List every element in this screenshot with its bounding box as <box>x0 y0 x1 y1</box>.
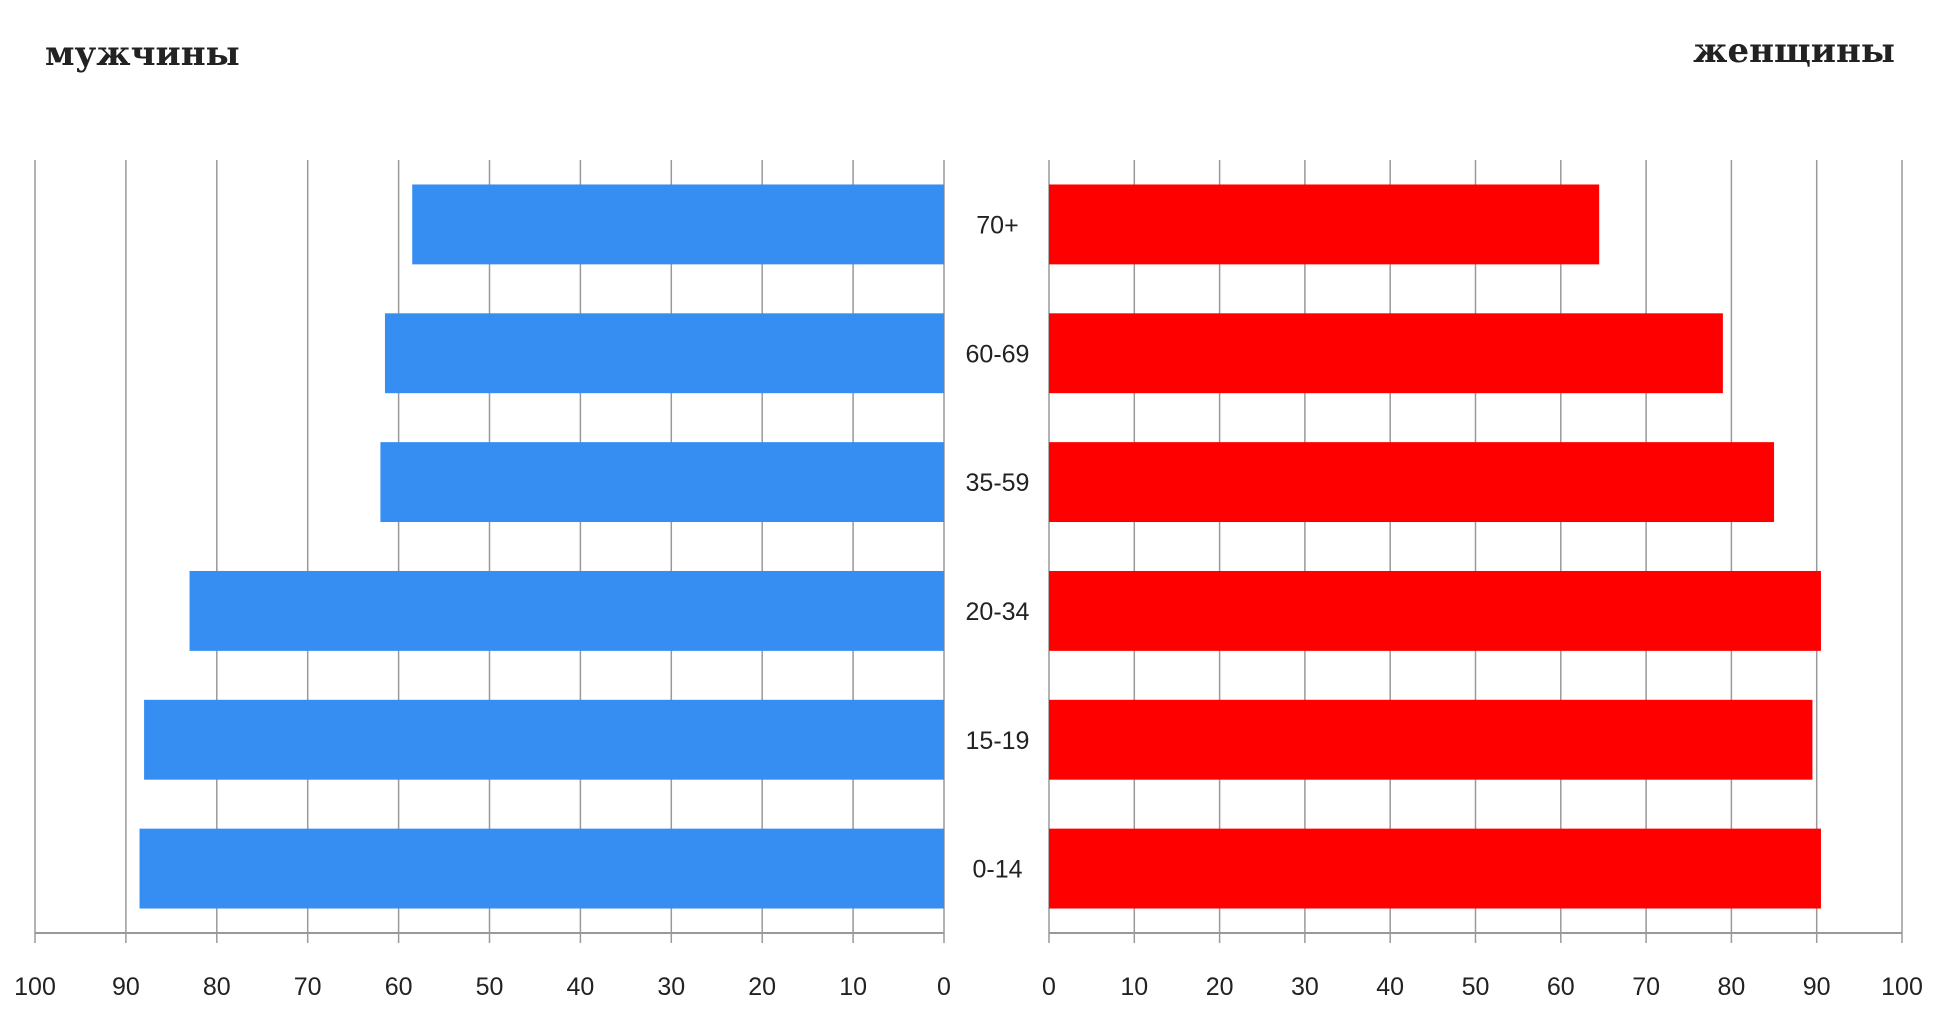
tick-label-right-30: 30 <box>1291 973 1319 1001</box>
tick-label-right-90: 90 <box>1803 973 1831 1001</box>
tick-label-left-10: 10 <box>839 973 867 1001</box>
tick-label-left-0: 0 <box>937 973 951 1001</box>
left-panel-title: мужчины <box>45 34 240 74</box>
tick-label-right-0: 0 <box>1042 973 1056 1001</box>
tick-label-left-80: 80 <box>203 973 231 1001</box>
bar-right-20-34 <box>1049 570 1821 651</box>
category-label-60-69: 60-69 <box>966 340 1030 368</box>
bars <box>139 184 1821 909</box>
tick-label-right-60: 60 <box>1547 973 1575 1001</box>
gridlines <box>34 160 1903 943</box>
tick-label-left-30: 30 <box>657 973 685 1001</box>
bar-left-20-34 <box>189 570 944 651</box>
category-label-0-14: 0-14 <box>972 856 1022 884</box>
tick-label-right-70: 70 <box>1632 973 1660 1001</box>
tick-label-right-20: 20 <box>1206 973 1234 1001</box>
tick-label-left-90: 90 <box>112 973 140 1001</box>
tick-label-left-100: 100 <box>14 973 56 1001</box>
tick-label-right-100: 100 <box>1881 973 1923 1001</box>
category-label-20-34: 20-34 <box>966 598 1030 626</box>
bar-right-35-59 <box>1049 442 1775 523</box>
bar-right-60-69 <box>1049 313 1723 394</box>
bar-left-15-19 <box>144 699 944 780</box>
bar-right-0-14 <box>1049 828 1821 909</box>
tick-label-left-40: 40 <box>566 973 594 1001</box>
category-labels: 70+ 60-69 35-59 20-34 15-19 0-14 <box>966 211 1030 883</box>
tick-label-left-50: 50 <box>476 973 504 1001</box>
category-label-15-19: 15-19 <box>966 727 1030 755</box>
right-panel-title: женщины <box>1693 31 1895 71</box>
tick-label-right-10: 10 <box>1120 973 1148 1001</box>
tick-label-left-70: 70 <box>294 973 322 1001</box>
tick-label-right-40: 40 <box>1376 973 1404 1001</box>
bar-right-70+ <box>1049 184 1600 265</box>
tick-label-left-60: 60 <box>385 973 413 1001</box>
bar-right-15-19 <box>1049 699 1813 780</box>
category-label-35-59: 35-59 <box>966 469 1030 497</box>
bar-left-60-69 <box>384 313 945 394</box>
tick-label-left-20: 20 <box>748 973 776 1001</box>
bar-left-0-14 <box>139 828 944 909</box>
category-label-70+: 70+ <box>976 211 1018 239</box>
tick-label-right-80: 80 <box>1717 973 1745 1001</box>
bar-left-70+ <box>412 184 944 265</box>
tick-label-right-50: 50 <box>1462 973 1490 1001</box>
bar-left-35-59 <box>380 442 944 523</box>
tick-labels: 100 90 80 70 60 50 40 30 20 10 0 0 10 20 30 40 50 60 70 80 9… <box>14 973 1923 1001</box>
